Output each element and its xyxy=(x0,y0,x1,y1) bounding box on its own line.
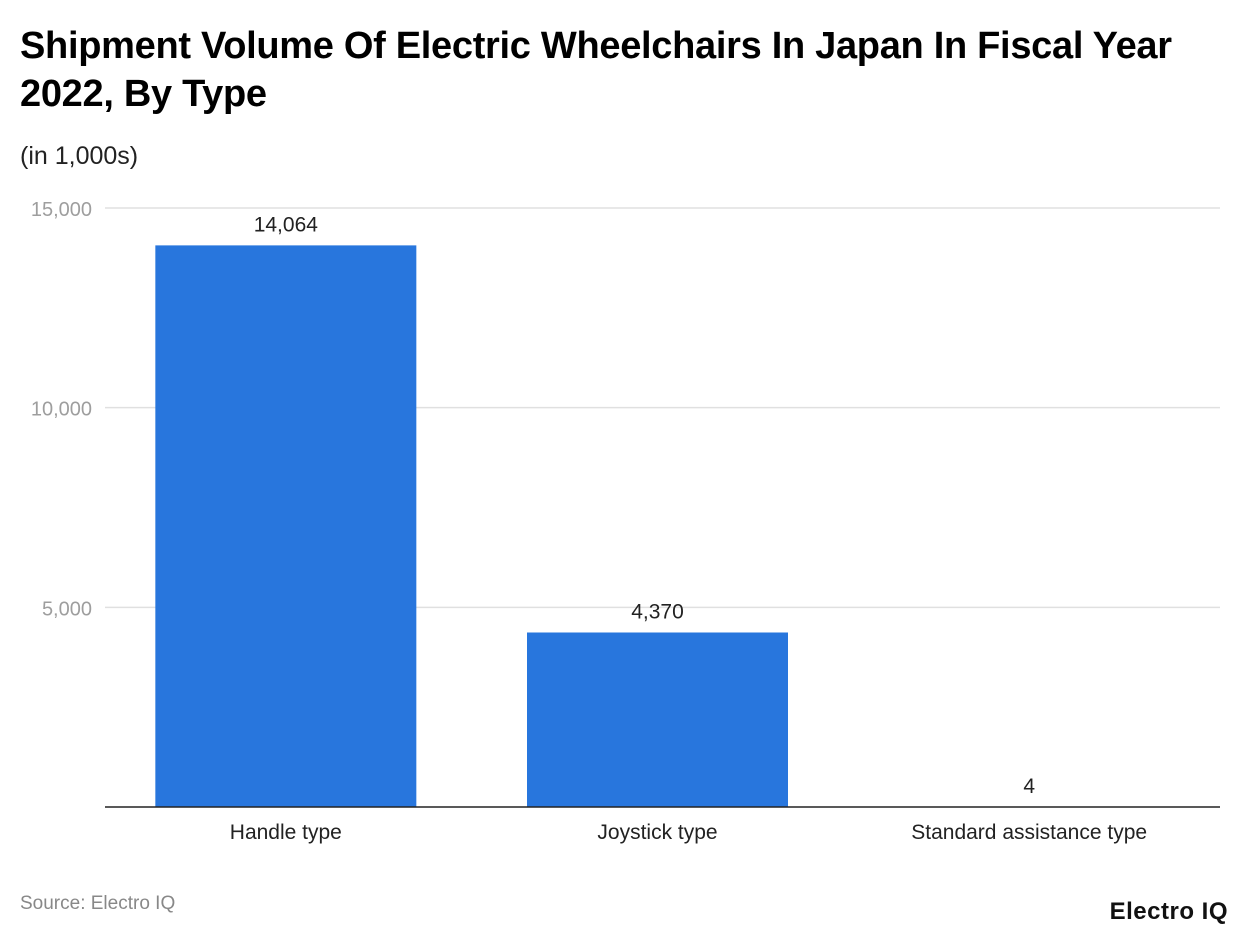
data-label: 4,370 xyxy=(631,600,684,623)
data-label: 14,064 xyxy=(254,213,319,236)
x-tick-label: Joystick type xyxy=(597,821,717,844)
x-tick-label: Standard assistance type xyxy=(911,821,1147,844)
data-label: 4 xyxy=(1023,775,1035,798)
bar xyxy=(527,632,788,807)
x-tick-label: Handle type xyxy=(230,821,342,844)
bar xyxy=(155,245,417,808)
y-tick-label: 15,000 xyxy=(31,199,92,221)
brand-logo: Electro IQ xyxy=(1109,898,1228,925)
y-tick-label: 5,000 xyxy=(42,598,92,620)
chart-title: Shipment Volume Of Electric Wheelchairs … xyxy=(20,25,1172,115)
y-tick-label: 10,000 xyxy=(31,399,92,421)
chart-subtitle: (in 1,000s) xyxy=(20,142,139,170)
source-note: Source: Electro IQ xyxy=(20,893,176,914)
